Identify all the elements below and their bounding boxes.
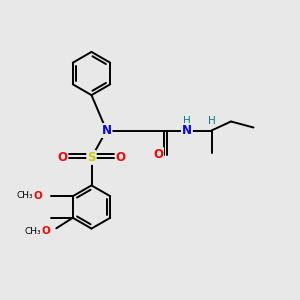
Text: CH₃: CH₃ (25, 227, 41, 236)
Text: O: O (41, 226, 50, 236)
Text: O: O (153, 148, 163, 161)
Text: O: O (33, 191, 42, 201)
Text: H: H (208, 116, 215, 127)
Text: H: H (183, 116, 191, 127)
Text: O: O (57, 151, 68, 164)
Text: N: N (101, 124, 112, 137)
Text: CH₃: CH₃ (17, 191, 33, 200)
Text: N: N (182, 124, 192, 137)
Text: S: S (87, 151, 96, 164)
Text: O: O (116, 151, 126, 164)
